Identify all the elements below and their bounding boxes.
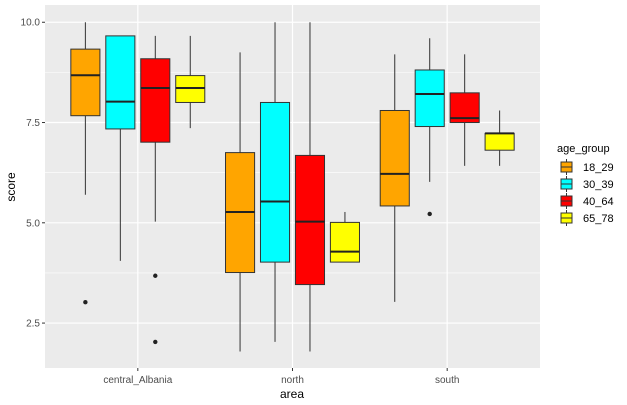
y-axis-title: score <box>4 172 18 202</box>
outlier-point <box>153 339 158 345</box>
box-30_39 <box>414 69 445 128</box>
box-65_78 <box>484 132 515 151</box>
x-tick-label: north <box>281 375 304 386</box>
y-tick-label: 5.0 <box>26 218 40 229</box>
outlier-point <box>83 300 88 305</box>
x-tick-label: central_Albania <box>103 375 172 386</box>
y-axis: 2.5 5.0 7.5 10.0 <box>21 18 45 330</box>
y-tick-label: 10.0 <box>21 18 41 29</box>
box-30_39 <box>105 35 136 130</box>
y-tick-label: 7.5 <box>26 118 40 129</box>
legend: age_group 18_29 30_39 40_64 65_78 <box>557 143 614 226</box>
box-40_64 <box>294 154 326 286</box>
legend-label: 40_64 <box>583 196 614 208</box>
box-65_78 <box>329 221 360 263</box>
box-18_29 <box>379 109 410 207</box>
x-axis: central_Albania north south <box>103 368 459 386</box>
legend-label: 30_39 <box>583 179 614 191</box>
box-18_29 <box>70 48 101 117</box>
box-40_64 <box>140 58 171 143</box>
legend-label: 65_78 <box>583 213 614 225</box>
outlier-point <box>153 273 158 278</box>
legend-label: 18_29 <box>583 162 614 174</box>
x-axis-title: area <box>280 387 304 401</box>
y-tick-label: 2.5 <box>26 319 40 330</box>
boxes <box>70 22 515 352</box>
x-tick-label: south <box>435 375 459 386</box>
box-30_39 <box>259 101 291 263</box>
legend-title: age_group <box>557 143 610 155</box>
box-65_78 <box>175 75 206 103</box>
outlier-point <box>427 211 432 217</box>
